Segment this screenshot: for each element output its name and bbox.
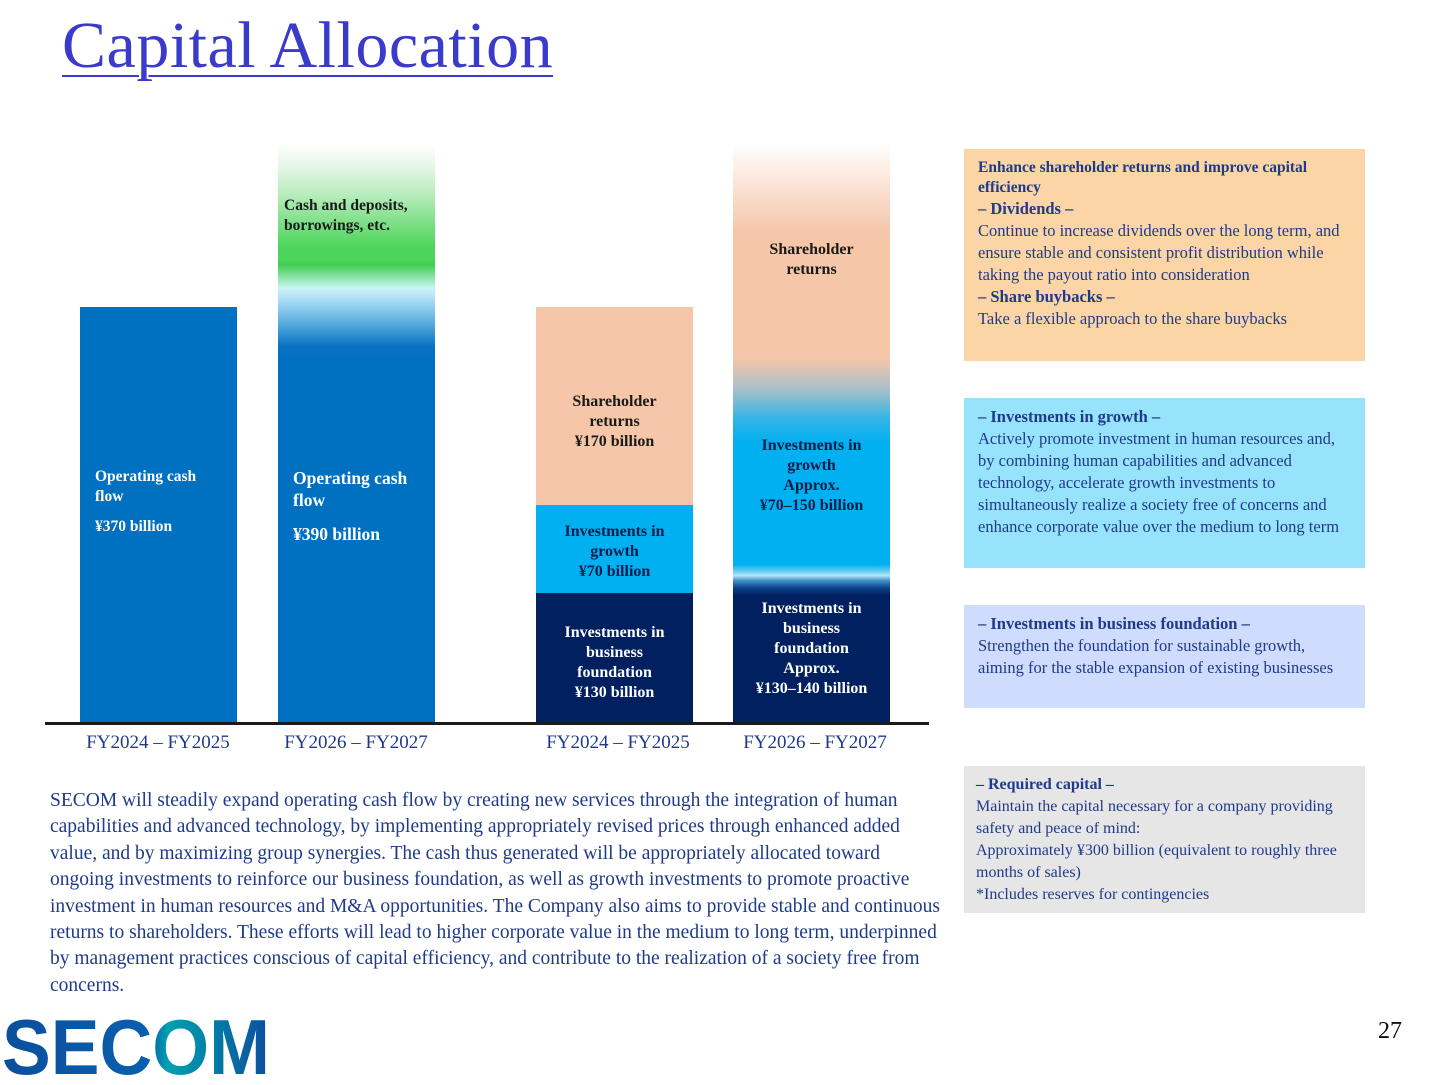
bar-label-cash-deposits: Cash and deposits, borrowings, etc. (284, 196, 434, 236)
bar-investments-growth-fy2026 (733, 443, 890, 575)
box-text: Take a flexible approach to the share bu… (978, 309, 1288, 328)
bar-label-value: ¥390 billion (293, 524, 381, 544)
box-subheading: – Required capital – (976, 776, 1114, 793)
bar-label-ocf-fy2026: Operating cash flow ¥390 billion (293, 467, 433, 545)
bar-label-line: flow (95, 488, 124, 505)
box-text: Actively promote investment in human res… (978, 429, 1340, 536)
bar-label-line: flow (293, 490, 326, 510)
box-heading: Enhance shareholder returns and improve … (978, 159, 1308, 196)
shareholder-returns-box: Enhance shareholder returns and improve … (964, 149, 1365, 361)
required-capital-box: – Required capital – Maintain the capita… (964, 766, 1365, 913)
box-subheading: – Share buybacks – (978, 287, 1115, 306)
bar-label-line: Operating cash (95, 468, 197, 485)
bar-label-shareholder-fy2026: Shareholder returns (733, 240, 890, 280)
x-tick-label: FY2026 – FY2027 (743, 732, 887, 753)
bar-investments-foundation-fy2026 (733, 575, 890, 723)
bar-label-line: returns (589, 413, 640, 430)
bar-label-line: Approx. (783, 660, 840, 677)
bar-label-line: Shareholder (769, 241, 854, 258)
x-tick-label: FY2024 – FY2025 (546, 732, 690, 753)
box-text: Strengthen the foundation for sustainabl… (978, 636, 1334, 677)
bar-label-value: ¥70–150 billion (759, 497, 864, 514)
bar-label-growth-fy2026: Investments in growth Approx. ¥70–150 bi… (733, 436, 890, 516)
bar-label-value: ¥130–140 billion (755, 680, 868, 697)
bar-label-value: ¥130 billion (574, 684, 655, 701)
box-text: *Includes reserves for contingencies (976, 886, 1210, 903)
investments-foundation-box: – Investments in business foundation – S… (964, 605, 1365, 708)
bar-label-line: Investments in (564, 523, 665, 540)
box-subheading: – Investments in business foundation – (978, 614, 1250, 633)
bar-investments-growth-fy2024 (536, 505, 693, 593)
bar-label-line: Investments in (761, 437, 862, 454)
secom-logo-graphic: SECOM (2, 1003, 270, 1085)
bar-label-foundation-fy2026: Investments in business foundation Appro… (733, 599, 890, 699)
bar-label-line: growth (787, 457, 836, 474)
box-text: Approximately ¥300 billion (equivalent t… (976, 842, 1337, 881)
bar-label-line: Shareholder (572, 393, 657, 410)
box-subheading: – Investments in growth – (978, 407, 1161, 426)
bar-label-ocf-fy2024: Operating cash flow ¥370 billion (95, 467, 235, 537)
bar-label-line: business (586, 644, 643, 661)
x-axis-line (45, 722, 929, 725)
bar-label-line: foundation (577, 664, 652, 681)
description-paragraph: SECOM will steadily expand operating cas… (50, 790, 941, 996)
x-tick-label: FY2026 – FY2027 (284, 732, 428, 753)
bar-label-line: borrowings, etc. (284, 217, 391, 234)
bar-label-shareholder-fy2024: Shareholder returns ¥170 billion (536, 392, 693, 452)
secom-logo: SECOM (0, 1003, 272, 1085)
logo-text: SECOM (2, 1008, 270, 1080)
bar-investments-foundation-fy2024 (536, 593, 693, 723)
bar-label-value: ¥370 billion (95, 518, 173, 535)
bar-label-line: foundation (774, 640, 849, 657)
bar-operating-cash-flow-fy2024 (80, 307, 237, 723)
bar-label-foundation-fy2024: Investments in business foundation ¥130 … (536, 623, 693, 703)
bar-label-line: Cash and deposits, (284, 197, 408, 214)
page-title: Capital Allocation (62, 9, 554, 82)
bar-label-line: Investments in (564, 624, 665, 641)
bar-label-line: Approx. (783, 477, 840, 494)
box-text: Maintain the capital necessary for a com… (976, 798, 1333, 837)
x-tick-label: FY2024 – FY2025 (86, 732, 230, 753)
bar-shareholder-returns-fy2024 (536, 307, 693, 505)
bar-shareholder-returns-fy2026 (733, 143, 890, 443)
bar-label-line: Investments in (761, 600, 862, 617)
page-number: 27 (1378, 1018, 1402, 1044)
bar-operating-cash-flow-fy2026 (278, 143, 435, 723)
investments-growth-box: – Investments in growth – Actively promo… (964, 398, 1365, 568)
bar-label-value: ¥170 billion (574, 433, 655, 450)
bar-label-line: returns (786, 261, 837, 278)
bar-label-growth-fy2024: Investments in growth ¥70 billion (536, 522, 693, 582)
bar-label-line: business (783, 620, 840, 637)
bar-label-line: growth (590, 543, 639, 560)
bar-label-value: ¥70 billion (578, 563, 651, 580)
bar-label-line: Operating cash (293, 468, 408, 488)
box-text: Continue to increase dividends over the … (978, 221, 1340, 284)
box-subheading: – Dividends – (978, 199, 1074, 218)
